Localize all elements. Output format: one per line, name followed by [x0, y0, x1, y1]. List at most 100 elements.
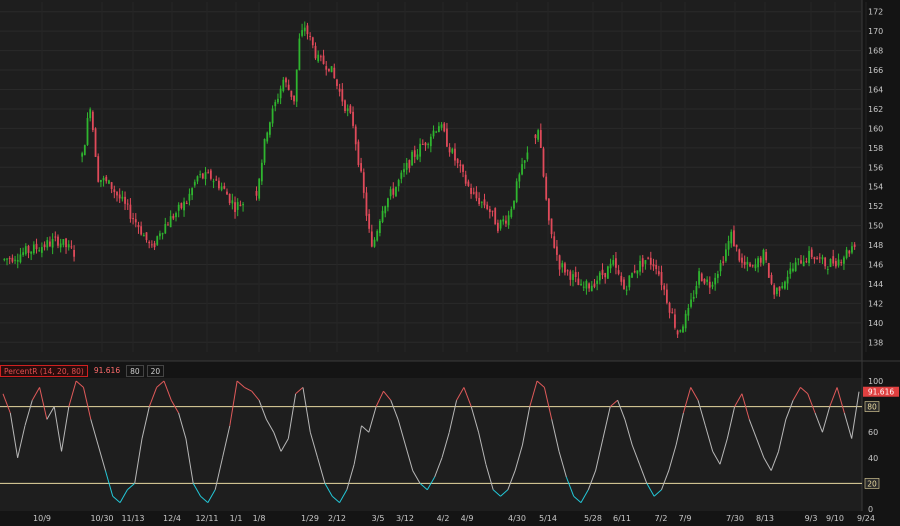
candle-body: [204, 172, 207, 180]
percentr-line-segment: [31, 387, 41, 401]
candle-body: [226, 191, 228, 195]
time-axis-tick-label: 6/11: [613, 514, 631, 523]
percentr-line-segment: [309, 432, 319, 458]
candle-body: [196, 176, 199, 182]
candle-body: [16, 260, 19, 262]
candle-body: [454, 148, 456, 161]
candle-body: [83, 145, 86, 156]
candle-body: [19, 254, 22, 263]
candle-body: [818, 257, 821, 259]
percentr-line-segment: [682, 387, 692, 414]
candle-body: [523, 160, 526, 163]
candle-body: [813, 257, 816, 260]
percentr-line-segment: [375, 391, 384, 407]
candle-body: [727, 240, 730, 250]
indicator-current-value: 91.616: [93, 366, 121, 375]
candle-body: [413, 150, 416, 157]
percentr-line-segment: [221, 425, 231, 458]
candle-body: [483, 199, 486, 206]
candle-body: [534, 134, 537, 139]
candle-body: [569, 271, 572, 280]
percentr-line-segment: [441, 432, 450, 458]
candle-body: [242, 204, 244, 206]
percentr-line-segment: [551, 419, 560, 452]
candle-body: [572, 274, 574, 280]
candle-body: [150, 244, 153, 246]
time-axis-tick-label: 1/29: [301, 514, 319, 523]
candle-body: [333, 67, 336, 79]
candle-body: [440, 124, 443, 128]
candle-body: [86, 118, 89, 145]
candle-body: [770, 274, 773, 284]
price-axis-tick-label: 168: [868, 47, 883, 56]
percentr-line-segment: [339, 489, 348, 503]
candle-body: [279, 88, 282, 99]
candle-body: [285, 78, 287, 83]
candle-body: [480, 201, 483, 203]
candle-body: [110, 182, 113, 190]
percentr-line-segment: [514, 444, 523, 471]
candle-body: [338, 88, 341, 92]
percentr-line-segment: [244, 386, 252, 392]
candle-body: [464, 174, 467, 184]
price-axis-tick-label: 148: [868, 241, 883, 250]
time-axis-tick-label: 4/9: [461, 514, 474, 523]
candle-body: [81, 153, 84, 157]
candle-body: [330, 66, 333, 73]
candle-body: [537, 130, 540, 140]
candle-body: [606, 266, 609, 279]
candle-body: [647, 257, 650, 259]
percentr-line-segment: [287, 393, 297, 439]
percentr-line-segment: [565, 476, 575, 497]
candle-body: [601, 269, 604, 276]
candle-body: [51, 239, 54, 248]
percentr-line-segment: [346, 464, 355, 490]
candle-body: [574, 272, 577, 277]
percentr-line-segment: [90, 419, 99, 446]
candle-body: [91, 111, 94, 131]
candle-body: [671, 312, 674, 314]
candle-body: [416, 154, 419, 160]
percentr-line-segment: [660, 470, 670, 490]
candle-body: [518, 174, 521, 182]
price-axis-tick-label: 160: [868, 124, 883, 133]
percentr-line-segment: [814, 412, 823, 433]
candle-body: [505, 220, 507, 224]
candle-body: [116, 191, 118, 196]
candle-body: [843, 257, 845, 264]
candle-body: [773, 285, 776, 295]
time-axis-tick-label: 7/9: [679, 514, 692, 523]
candle-body: [378, 220, 381, 234]
percentr-line-segment: [521, 406, 531, 446]
candle-body: [735, 244, 738, 248]
candle-body: [781, 286, 784, 289]
indicator-name-label[interactable]: PercentR (14, 20, 80): [0, 365, 88, 377]
candle-body: [159, 233, 161, 237]
candle-body: [816, 257, 819, 260]
percentr-line-segment: [353, 425, 362, 465]
candle-body: [652, 264, 655, 267]
candle-body: [341, 89, 344, 102]
candle-body: [97, 156, 100, 182]
candle-body: [462, 165, 464, 172]
candle-body: [349, 105, 352, 113]
candle-body: [456, 158, 459, 164]
candle-body: [427, 143, 430, 145]
candle-body: [743, 261, 746, 265]
candle-body: [73, 249, 75, 257]
candle-body: [185, 202, 188, 204]
candle-body: [502, 219, 505, 222]
percentr-line-segment: [668, 444, 677, 471]
price-axis-tick-label: 158: [868, 144, 883, 153]
candle-body: [357, 141, 360, 165]
candle-body: [65, 238, 67, 248]
candle-body: [515, 181, 518, 202]
indicator-level-lower: 20: [146, 365, 165, 377]
percentr-line-segment: [280, 438, 289, 452]
candle-body: [684, 313, 687, 329]
candle-body: [711, 284, 714, 287]
candle-body: [472, 192, 475, 194]
candle-body: [35, 243, 38, 250]
candle-body: [808, 250, 810, 264]
candle-body: [70, 246, 73, 248]
